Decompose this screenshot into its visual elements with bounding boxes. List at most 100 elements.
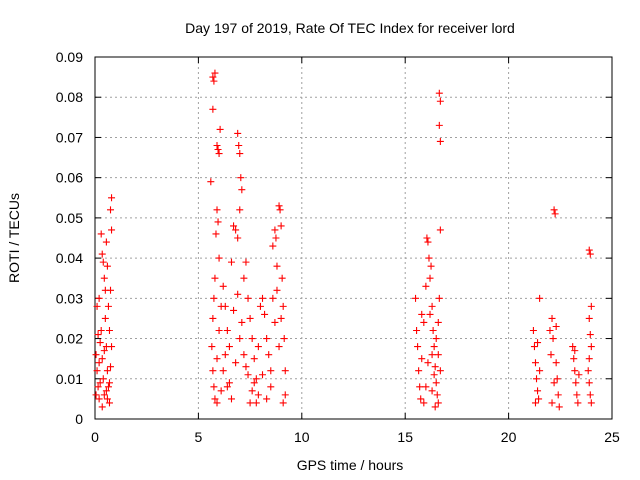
data-point — [246, 314, 254, 322]
data-point — [429, 327, 437, 335]
data-point — [238, 186, 246, 194]
data-point — [248, 387, 256, 395]
data-point — [95, 395, 103, 403]
data-point — [424, 238, 432, 246]
data-point — [549, 335, 557, 343]
data-points — [92, 69, 595, 411]
data-point — [273, 262, 281, 270]
data-point — [436, 137, 444, 145]
data-point — [227, 395, 235, 403]
data-point — [263, 395, 271, 403]
data-point — [548, 399, 556, 407]
data-point — [552, 322, 560, 330]
data-point — [586, 331, 594, 339]
data-point — [230, 222, 238, 230]
data-point — [209, 73, 217, 81]
y-tick-label: 0.06 — [56, 170, 83, 186]
data-point — [225, 343, 233, 351]
data-point — [434, 318, 442, 326]
data-point — [418, 310, 426, 318]
data-point — [100, 391, 108, 399]
data-point — [550, 379, 558, 387]
data-point — [271, 318, 279, 326]
data-point — [93, 367, 101, 375]
data-point — [428, 351, 436, 359]
data-point — [259, 371, 267, 379]
data-point — [586, 250, 594, 258]
data-point — [259, 294, 267, 302]
data-point — [207, 178, 215, 186]
y-tick-label: 0.03 — [56, 290, 83, 306]
data-point — [435, 294, 443, 302]
data-point — [422, 383, 430, 391]
data-point — [586, 391, 594, 399]
data-point — [547, 351, 555, 359]
data-point — [244, 371, 252, 379]
data-point — [214, 218, 222, 226]
data-point — [103, 262, 111, 270]
data-point — [105, 327, 113, 335]
data-point — [426, 310, 434, 318]
data-point — [99, 375, 107, 383]
data-point — [232, 226, 240, 234]
y-tick-label: 0.09 — [56, 49, 83, 65]
data-point — [430, 343, 438, 351]
x-tick-label: 15 — [397, 429, 413, 445]
data-point — [250, 355, 258, 363]
data-point — [96, 339, 104, 347]
data-point — [215, 327, 223, 335]
data-point — [214, 146, 222, 154]
data-point — [550, 206, 558, 214]
data-point — [107, 286, 115, 294]
data-point — [571, 347, 579, 355]
x-tick-label: 0 — [91, 429, 99, 445]
x-tick-label: 5 — [195, 429, 203, 445]
data-point — [108, 226, 116, 234]
data-point — [585, 355, 593, 363]
data-point — [535, 395, 543, 403]
data-point — [417, 395, 425, 403]
x-axis-label: GPS time / hours — [297, 457, 404, 473]
data-point — [585, 246, 593, 254]
data-point — [416, 383, 424, 391]
data-point — [435, 89, 443, 97]
data-point — [574, 399, 582, 407]
data-point — [237, 174, 245, 182]
data-point — [235, 141, 243, 149]
data-point — [587, 343, 595, 351]
data-point — [585, 314, 593, 322]
data-point — [250, 379, 258, 387]
data-point — [210, 383, 218, 391]
y-axis-label: ROTI / TECUs — [6, 193, 22, 283]
data-point — [256, 302, 264, 310]
data-point — [436, 367, 444, 375]
data-point — [209, 367, 217, 375]
data-point — [221, 302, 229, 310]
data-point — [265, 351, 273, 359]
data-point — [108, 194, 116, 202]
data-point — [213, 399, 221, 407]
data-point — [261, 310, 269, 318]
data-point — [97, 327, 105, 335]
data-point — [548, 314, 556, 322]
data-point — [99, 258, 107, 266]
data-point — [551, 210, 559, 218]
y-tick-label: 0.04 — [56, 250, 83, 266]
data-point — [531, 359, 539, 367]
data-point — [573, 391, 581, 399]
data-point — [234, 129, 242, 137]
data-point — [432, 379, 440, 387]
data-point — [432, 335, 440, 343]
data-point — [93, 302, 101, 310]
data-point — [232, 359, 240, 367]
data-point — [267, 367, 275, 375]
data-point — [427, 262, 435, 270]
data-point — [223, 327, 231, 335]
data-point — [252, 399, 260, 407]
data-point — [103, 395, 111, 403]
data-point — [217, 387, 225, 395]
data-point — [585, 379, 593, 387]
data-point — [431, 403, 439, 411]
data-point — [435, 121, 443, 129]
